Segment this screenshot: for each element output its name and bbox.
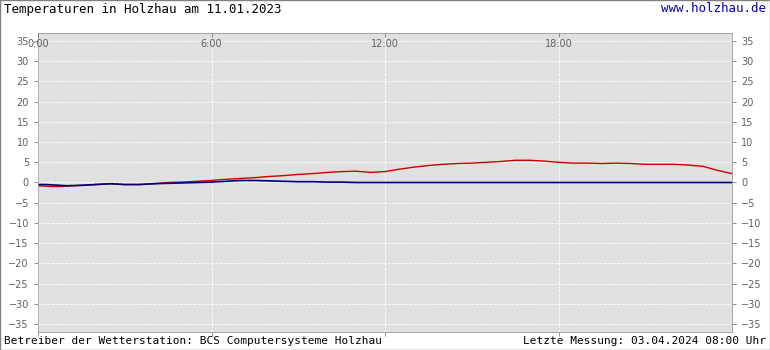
Text: www.holzhau.de: www.holzhau.de: [661, 2, 766, 15]
Text: Temperaturen in Holzhau am 11.01.2023: Temperaturen in Holzhau am 11.01.2023: [4, 2, 281, 15]
Text: Betreiber der Wetterstation: BCS Computersysteme Holzhau: Betreiber der Wetterstation: BCS Compute…: [4, 336, 382, 346]
Text: Letzte Messung: 03.04.2024 08:00 Uhr: Letzte Messung: 03.04.2024 08:00 Uhr: [523, 336, 766, 346]
